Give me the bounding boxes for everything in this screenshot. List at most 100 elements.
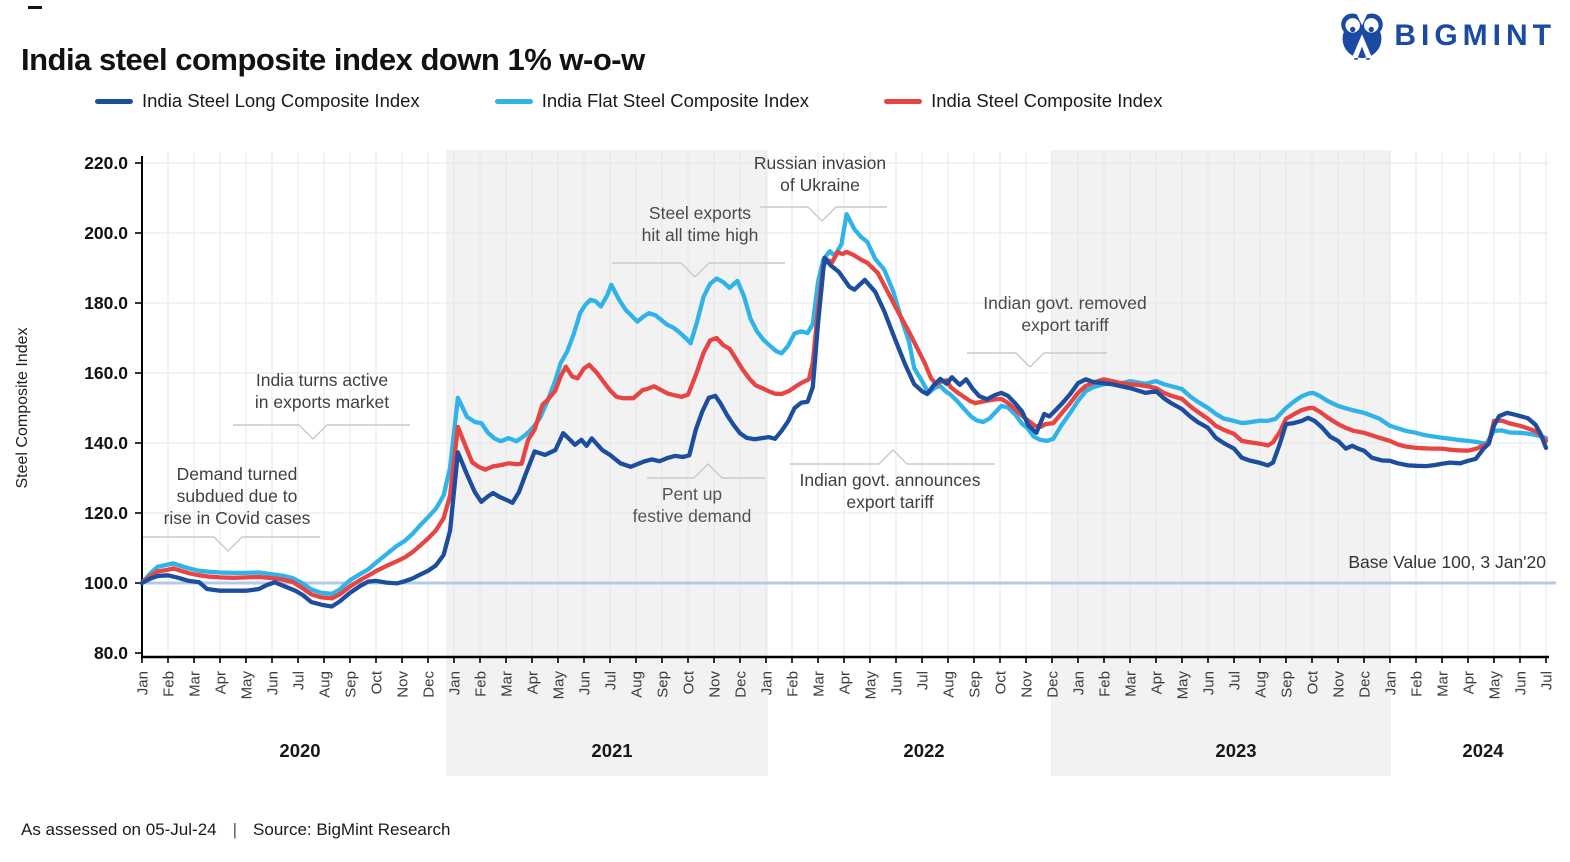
- series-line-long: [139, 255, 1549, 609]
- month-label: Jan: [135, 671, 152, 695]
- month-label: May: [863, 671, 880, 700]
- month-label: Mar: [187, 671, 204, 697]
- annotation-callout-steel-exports-high: [612, 262, 785, 278]
- annotation-announce-tariff: Indian govt. announces export tariff: [800, 470, 981, 512]
- annotation-callout-pent-up-festive: [647, 463, 765, 479]
- month-label: Nov: [707, 671, 724, 698]
- month-label: Mar: [811, 671, 828, 697]
- y-tick-label: 140.0: [84, 433, 128, 453]
- month-label: Oct: [369, 670, 386, 694]
- y-tick-label: 80.0: [94, 643, 128, 663]
- month-label: Apr: [213, 671, 230, 694]
- annotation-callout-covid-demand: [143, 536, 320, 552]
- month-label: Jul: [915, 671, 932, 690]
- year-label: 2024: [1462, 740, 1504, 761]
- bigmint-logo-text: BIGMINT: [1394, 19, 1556, 52]
- legend-label: India Steel Composite Index: [931, 90, 1163, 111]
- month-label: May: [551, 671, 568, 700]
- page-title: India steel composite index down 1% w-o-…: [21, 42, 645, 77]
- y-tick-label: 180.0: [84, 293, 128, 313]
- year-label: 2023: [1215, 740, 1256, 761]
- month-label: Nov: [1019, 671, 1036, 698]
- annotation-exports-active: India turns active in exports market: [255, 370, 389, 412]
- bigmint-logo: BIGMINT: [1339, 12, 1556, 60]
- y-tick-label: 120.0: [84, 503, 128, 523]
- year-label: 2022: [903, 740, 944, 761]
- month-label: Jul: [1227, 671, 1244, 690]
- month-label: Aug: [941, 671, 958, 698]
- month-label: Mar: [1123, 671, 1140, 697]
- month-label: Jul: [603, 671, 620, 690]
- footer: As assessed on 05-Jul-24 | Source: BigMi…: [21, 820, 451, 840]
- legend-label: India Flat Steel Composite Index: [541, 90, 810, 111]
- annotation-steel-exports-high: Steel exports hit all time high: [642, 203, 759, 245]
- month-label: May: [1175, 671, 1192, 700]
- month-label: Oct: [1305, 670, 1322, 694]
- annotation-callout-removed-tariff: [967, 352, 1107, 368]
- month-label: Apr: [525, 671, 542, 694]
- month-label: Jan: [1071, 671, 1088, 695]
- month-label: Jun: [577, 671, 594, 695]
- annotation-callout-russian-invasion: [760, 206, 887, 222]
- month-label: Aug: [1253, 671, 1270, 698]
- month-label: Dec: [733, 671, 750, 698]
- month-label: Oct: [993, 670, 1010, 694]
- source-note: Source: BigMint Research: [253, 820, 451, 839]
- month-label: Dec: [421, 671, 438, 698]
- month-label: Jul: [291, 671, 308, 690]
- month-label: Sep: [1279, 671, 1296, 698]
- month-label: Dec: [1357, 671, 1374, 698]
- annotation-pent-up-festive: Pent up festive demand: [633, 484, 752, 526]
- month-label: Feb: [1097, 671, 1114, 697]
- legend-swatch-flat: [494, 98, 533, 104]
- annotation-russian-invasion: Russian invasion of Ukraine: [754, 153, 886, 195]
- month-label: Jun: [265, 671, 282, 695]
- bigmint-logo-icon: [1341, 12, 1384, 60]
- month-label: Jan: [1383, 671, 1400, 695]
- legend-item-composite: India Steel Composite Index: [884, 90, 1162, 112]
- month-label: Feb: [161, 671, 178, 697]
- footer-separator: |: [232, 820, 238, 839]
- y-tick-label: 100.0: [84, 573, 128, 593]
- month-label: Jun: [889, 671, 906, 695]
- month-label: Mar: [1435, 671, 1452, 697]
- month-label: Nov: [1331, 671, 1348, 698]
- legend-swatch-composite: [884, 98, 923, 104]
- y-axis-title: Steel Composite Index: [14, 328, 31, 489]
- month-label: May: [239, 671, 256, 700]
- month-label: Apr: [1461, 671, 1478, 694]
- legend-label: India Steel Long Composite Index: [142, 90, 420, 111]
- year-label: 2021: [591, 740, 632, 761]
- month-label: Oct: [681, 670, 698, 694]
- chart-legend: India Steel Long Composite Index India Fl…: [95, 90, 1162, 112]
- legend-item-flat: India Flat Steel Composite Index: [494, 90, 810, 112]
- annotation-callout-exports-active: [233, 424, 410, 440]
- month-label: Feb: [1409, 671, 1426, 697]
- year-band: [1051, 150, 1391, 776]
- month-label: Dec: [1045, 671, 1062, 698]
- month-label: Feb: [473, 671, 490, 697]
- month-label: Aug: [317, 671, 334, 698]
- y-tick-label: 200.0: [84, 223, 128, 243]
- month-label: Jan: [447, 671, 464, 695]
- assessed-date: As assessed on 05-Jul-24: [21, 820, 217, 839]
- annotation-covid-demand: Demand turned subdued due to rise in Covid…: [164, 464, 311, 528]
- month-label: Jun: [1201, 671, 1218, 695]
- y-tick-label: 220.0: [84, 153, 128, 173]
- month-label: Apr: [837, 671, 854, 694]
- series-line-flat: [139, 211, 1549, 597]
- annotation-callout-announce-tariff: [790, 449, 995, 465]
- month-label: Jan: [759, 671, 776, 695]
- month-label: Apr: [1149, 671, 1166, 694]
- annotation-base-value: Base Value 100, 3 Jan'20: [1348, 552, 1546, 572]
- year-label: 2020: [279, 740, 320, 761]
- month-label: Sep: [967, 671, 984, 698]
- month-label: Feb: [785, 671, 802, 697]
- month-label: Jun: [1513, 671, 1530, 695]
- month-label: Aug: [629, 671, 646, 698]
- series-line-composite: [139, 249, 1549, 601]
- month-label: Sep: [655, 671, 672, 698]
- month-label: Nov: [395, 671, 412, 698]
